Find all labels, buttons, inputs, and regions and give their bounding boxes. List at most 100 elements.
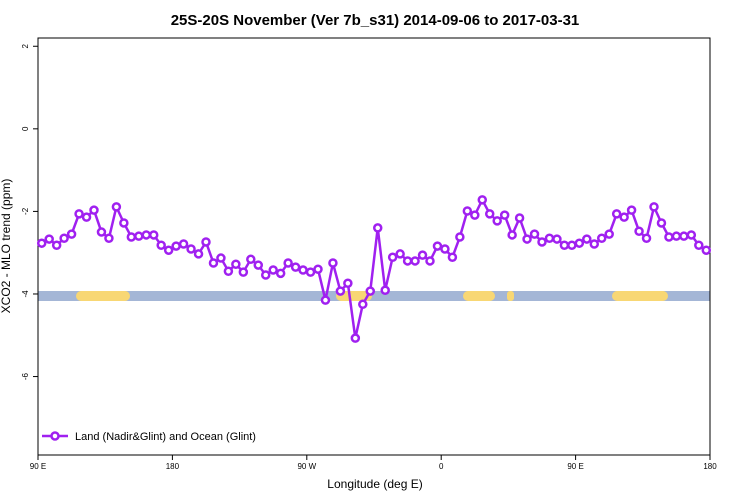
data-point: [223, 266, 234, 277]
data-point: [126, 232, 137, 242]
data-point: [283, 258, 293, 268]
data-point: [567, 240, 577, 251]
data-point: [59, 233, 69, 243]
data-point: [163, 245, 174, 255]
data-point: [44, 234, 54, 244]
data-point: [246, 254, 256, 265]
data-point: [492, 216, 502, 226]
chart-title: 25S-20S November (Ver 7b_s31) 2014-09-06…: [171, 12, 580, 29]
y-axis-label: XCO2 - MLO trend (ppm): [0, 179, 13, 314]
data-point: [208, 258, 219, 268]
data-point: [664, 232, 674, 242]
data-point: [156, 240, 166, 251]
data-point: [290, 262, 301, 272]
data-point: [81, 212, 92, 222]
y-tick-label: -4: [21, 290, 30, 298]
data-point: [462, 206, 473, 216]
data-point: [216, 253, 226, 263]
data-point: [89, 205, 99, 215]
data-point: [522, 234, 532, 244]
data-point: [470, 210, 480, 220]
x-tick-label: 90 E: [567, 462, 583, 471]
data-point: [477, 195, 488, 205]
legend-label: Land (Nadir&Glint) and Ocean (Glint): [75, 431, 256, 443]
data-point: [305, 267, 316, 277]
data-point: [74, 209, 84, 219]
data-point: [611, 209, 622, 219]
data-point: [193, 249, 204, 259]
data-point: [343, 278, 353, 288]
land-band: [463, 291, 495, 301]
data-point: [36, 238, 47, 248]
data-point: [417, 250, 428, 260]
data-point: [104, 233, 114, 243]
data-point: [455, 232, 465, 242]
data-point: [679, 231, 689, 241]
data-point: [507, 230, 517, 240]
y-tick-label: 2: [21, 43, 30, 48]
data-point: [596, 233, 607, 243]
data-point: [328, 258, 338, 268]
data-point: [484, 209, 495, 219]
data-point: [313, 264, 323, 274]
data-point: [499, 210, 510, 220]
data-point: [372, 223, 383, 233]
data-point: [380, 285, 390, 296]
data-point: [387, 252, 398, 262]
data-point: [148, 230, 159, 240]
data-point: [134, 231, 144, 241]
data-point: [350, 333, 361, 343]
data-point: [171, 241, 181, 251]
x-tick-label: 90 W: [297, 462, 316, 471]
data-point: [447, 252, 458, 262]
data-point: [335, 286, 346, 296]
data-point: [559, 240, 570, 251]
data-point: [544, 233, 555, 243]
data-point: [238, 267, 249, 277]
data-point: [671, 231, 682, 241]
data-point: [604, 229, 614, 239]
data-point: [529, 229, 540, 239]
legend-marker: [50, 431, 60, 441]
data-point: [514, 213, 525, 223]
land-band: [612, 291, 668, 301]
y-tick-label: 0: [21, 126, 30, 131]
data-point: [178, 239, 189, 249]
data-point: [537, 237, 547, 247]
land-band: [507, 291, 514, 301]
land-ocean-band: [38, 291, 710, 301]
data-point: [358, 299, 368, 310]
y-tick-label: -6: [21, 372, 30, 380]
data-point: [552, 234, 562, 244]
data-point: [201, 237, 211, 247]
data-point: [96, 227, 107, 237]
land-band: [336, 291, 372, 301]
data-point: [425, 256, 435, 266]
data-point: [694, 240, 704, 251]
data-point: [141, 230, 152, 240]
data-point: [231, 259, 241, 270]
ocean-band: [38, 291, 710, 301]
data-point: [275, 268, 286, 279]
data-point: [253, 260, 264, 270]
x-tick-label: 0: [439, 462, 444, 471]
data-point: [111, 202, 122, 212]
data-point: [432, 241, 443, 251]
data-point: [589, 239, 600, 249]
data-point: [619, 212, 629, 222]
data-point: [626, 205, 637, 215]
data-point: [320, 295, 331, 305]
data-point: [686, 230, 697, 240]
data-point: [365, 286, 376, 296]
data-point: [410, 256, 420, 266]
data-point: [402, 256, 413, 266]
x-tick-label: 180: [166, 462, 180, 471]
data-point: [701, 245, 712, 255]
data-point: [395, 249, 405, 259]
data-point: [656, 218, 667, 228]
data-point: [440, 244, 450, 254]
x-tick-label: 180: [703, 462, 717, 471]
data-point: [51, 240, 62, 251]
data-point: [298, 265, 308, 275]
